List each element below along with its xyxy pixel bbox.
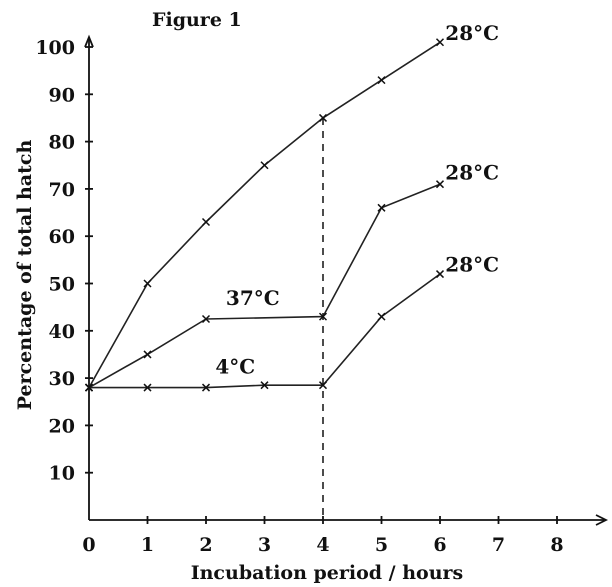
x-tick-label: 4 — [316, 534, 329, 556]
data-point — [377, 76, 386, 85]
data-point — [318, 312, 328, 321]
x-tick-label: 1 — [141, 534, 154, 556]
series-group — [84, 38, 445, 392]
axes: 0 1 2 3 4 5 6 7 8 10 20 30 40 50 60 70 80 90 100 — [35, 34, 609, 556]
data-point — [201, 314, 211, 324]
data-point — [84, 383, 94, 392]
x-tick-label: 5 — [375, 534, 388, 556]
y-tick-label: 70 — [49, 179, 75, 201]
y-tick-label: 40 — [49, 321, 75, 343]
x-axis-arrow — [595, 514, 609, 526]
annotation-label: 37°C — [226, 286, 280, 310]
annotation-label: 28°C — [445, 160, 499, 184]
x-tick-label: 2 — [199, 534, 212, 556]
y-tick-label: 30 — [49, 368, 75, 390]
data-point — [435, 38, 445, 47]
annotation-label: 28°C — [445, 253, 499, 277]
data-point — [201, 383, 211, 392]
y-tick-label: 90 — [49, 84, 75, 106]
annotation-label: 4°C — [215, 354, 255, 378]
x-tick-label: 6 — [433, 534, 446, 556]
y-tick-label: 10 — [49, 463, 75, 485]
annotations: 28°C 28°C 28°C 37°C 4°C — [215, 21, 499, 378]
y-tick-label: 20 — [49, 415, 75, 437]
data-point — [435, 270, 445, 279]
data-point — [377, 203, 386, 212]
series-line-1 — [88, 41, 441, 388]
x-tick-label: 8 — [550, 534, 563, 556]
annotation-label: 28°C — [445, 21, 499, 45]
y-tick-label: 50 — [49, 274, 75, 296]
y-axis-label: Percentage of total hatch — [14, 140, 36, 411]
data-point — [377, 312, 386, 321]
data-point — [260, 161, 269, 170]
data-point — [143, 350, 152, 359]
y-axis-arrow — [84, 34, 94, 48]
data-point — [435, 180, 445, 189]
data-point — [260, 381, 269, 390]
data-point — [318, 113, 328, 122]
data-point — [318, 381, 328, 390]
chart-title: Figure 1 — [152, 9, 242, 31]
y-tick-label: 60 — [49, 226, 75, 248]
x-tick-label: 7 — [492, 534, 505, 556]
y-tick-label: 100 — [35, 37, 75, 59]
data-point — [201, 217, 211, 227]
x-axis-label: Incubation period / hours — [191, 562, 464, 584]
data-point — [143, 383, 152, 392]
x-tick-label: 3 — [258, 534, 271, 556]
y-tick-label: 80 — [49, 132, 75, 154]
series-line-2 — [88, 183, 441, 389]
x-tick-label: 0 — [82, 534, 95, 556]
data-point — [143, 279, 152, 288]
